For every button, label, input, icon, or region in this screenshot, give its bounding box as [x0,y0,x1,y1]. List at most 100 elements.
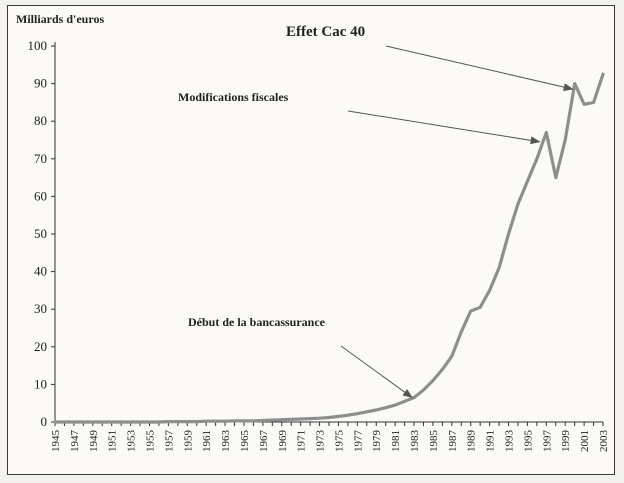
x-tick-label: 1997 [541,430,553,453]
x-tick-label: 1975 [333,430,345,453]
data-point [601,72,605,76]
data-point [166,420,170,424]
x-tick-label: 1963 [220,430,232,453]
series-line [53,72,605,424]
x-tick-label: 1945 [50,430,62,453]
data-point [72,420,76,424]
x-tick-label: 1983 [409,430,421,453]
x-tick-label: 1957 [163,430,175,453]
data-point [563,138,567,142]
data-point [308,417,312,421]
y-tick-label: 50 [34,226,47,241]
data-point [252,419,255,423]
x-tick-label: 1961 [201,430,213,452]
data-point [374,408,378,412]
x-tick-label: 1947 [69,430,81,453]
data-point [431,379,435,383]
data-point [544,131,548,134]
data-point [100,420,104,424]
x-tick-label: 1995 [522,430,534,453]
data-point [157,420,161,424]
x-tick-label: 1987 [447,430,459,453]
data-point [412,396,416,399]
y-tick-label: 0 [41,414,48,429]
y-tick-label: 40 [34,264,47,279]
data-point [242,419,246,423]
data-point [355,412,359,416]
x-tick-label: 1969 [277,430,289,453]
data-point [384,406,388,410]
y-tick-label: 80 [34,113,47,128]
x-tick-label: 1977 [352,430,364,453]
data-point [289,417,293,421]
data-point [488,289,492,292]
data-point [440,367,444,371]
data-point [176,420,180,424]
y-tick-label: 60 [34,188,47,203]
x-tick-label: 1949 [88,430,100,453]
chart-frame: Milliards d'euros 0 10 20 30 40 50 60 70 80 90 100… [7,5,615,475]
data-point [459,330,463,334]
x-tick-label: 1953 [126,430,138,453]
data-point [497,266,501,270]
data-point [422,388,425,392]
x-tick-label: 1967 [258,430,270,453]
x-tick-label: 1955 [144,430,156,453]
annotation-label: Effet Cac 40 [286,24,365,40]
x-tick-label: 1985 [428,430,440,453]
data-point [469,309,473,313]
data-point [110,420,114,424]
data-point [573,82,577,85]
data-point [582,102,586,106]
data-point [261,419,265,422]
annotation-arrow [347,110,541,145]
data-point [214,419,218,423]
data-point [450,354,454,358]
data-point [346,413,350,417]
x-tick-label: 1989 [466,430,478,453]
data-point [337,414,340,418]
data-point [592,101,595,104]
data-point [526,179,529,183]
data-point [393,403,397,407]
y-tick-label: 100 [28,38,48,53]
y-tick-label: 70 [34,151,47,166]
data-point [554,176,558,180]
data-point [507,232,510,236]
data-point [129,420,132,424]
data-point [516,202,520,206]
x-tick-label: 2003 [598,430,610,453]
data-point [327,416,331,419]
data-point [233,419,236,423]
data-point [280,418,284,422]
x-tick-label: 1981 [390,430,402,452]
data-point [81,420,85,424]
x-tick-label: 1979 [371,430,383,453]
data-point [148,420,151,424]
y-tick-label: 90 [34,76,47,91]
data-point [63,420,66,424]
data-point [195,420,199,424]
data-point [138,420,142,424]
y-tick-label: 10 [34,376,47,391]
x-tick-label: 1959 [182,430,194,453]
annotation-arrow [385,45,574,91]
line-chart: Milliards d'euros 0 10 20 30 40 50 60 70 80 90 100… [16,12,610,453]
data-point [223,419,227,423]
data-point [365,410,369,414]
annotation-arrow [340,345,413,399]
data-point [185,420,189,424]
data-point [204,419,208,423]
data-point [119,420,123,424]
data-point [270,418,274,422]
x-tick-label: 2001 [579,430,591,452]
y-tick-label: 20 [34,339,47,354]
data-point [318,416,321,420]
data-point [535,157,539,161]
data-point [91,420,95,424]
y-tick-label: 30 [34,301,47,316]
data-point [403,399,406,403]
y-axis-label: Milliards d'euros [16,12,104,26]
data-point [299,417,303,421]
annotation-label: Début de la bancassurance [188,315,326,329]
